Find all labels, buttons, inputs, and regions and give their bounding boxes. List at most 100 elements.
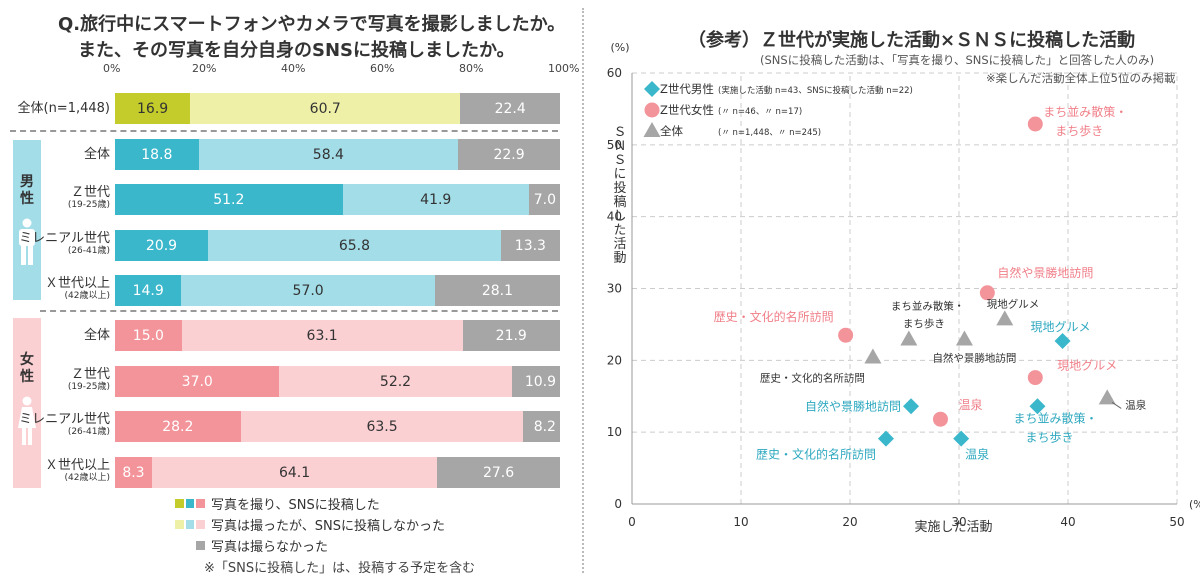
- legend-swatch: [185, 499, 195, 508]
- y-tick-label: 60: [607, 66, 622, 80]
- row-label-main: Ｘ世代以上: [44, 276, 110, 291]
- legend-swatch: [175, 520, 184, 529]
- point-overall: [1098, 389, 1116, 405]
- point-z-female: [979, 285, 995, 301]
- point-z-male: [903, 398, 920, 415]
- male-panel: 男性: [13, 140, 41, 300]
- row-label-main: ミレニアル世代: [19, 412, 110, 427]
- point-overall: [900, 330, 918, 346]
- stacked-bar: 18.8 58.4 22.9: [115, 139, 560, 170]
- row-label: Ｚ世代 (19-25歳): [68, 367, 110, 393]
- point-overall: [643, 122, 661, 137]
- point-label: 温泉: [965, 448, 989, 462]
- point-label-line: まち歩き: [1055, 123, 1103, 138]
- point-label-line: まち並み散策・: [891, 300, 965, 313]
- row-label-main: ミレニアル世代: [19, 231, 110, 246]
- segment-posted: 18.8: [115, 139, 199, 170]
- point-label-line: まち歩き: [1025, 429, 1073, 444]
- legend-item: 写真は撮ったが、SNSに投稿しなかった: [175, 515, 445, 534]
- gender-divider: [40, 310, 558, 312]
- segment-posted: 20.9: [115, 230, 208, 261]
- segment-not-posted: 63.1: [181, 320, 463, 351]
- row-label-sub: (42歳以上): [64, 473, 110, 483]
- percent-tick: 60%: [370, 62, 395, 75]
- segment-not-posted: 41.9: [342, 184, 529, 215]
- point-z-male: [1029, 398, 1046, 415]
- stacked-bar: 16.9 60.7 22.4: [115, 93, 560, 124]
- callout-line: [1111, 401, 1122, 409]
- point-label-line: まち並み散策・: [1013, 410, 1097, 425]
- point-z-male: [1054, 332, 1071, 349]
- legend-swatch: [196, 541, 205, 550]
- point-z-female: [932, 411, 948, 427]
- legend-item: 写真を撮り、SNSに投稿した: [175, 494, 380, 513]
- segment-posted: 16.9: [115, 93, 191, 124]
- row-label: 全体(n=1,448): [17, 101, 111, 116]
- segment-not-posted: 63.5: [240, 411, 524, 442]
- row-label-sub: (42歳以上): [64, 291, 110, 301]
- row-label-sub: (19-25歳): [67, 200, 110, 210]
- segment-no-photo: 8.2: [523, 411, 560, 442]
- segment-not-posted: 64.1: [151, 457, 438, 488]
- point-label: 自然や景勝地訪問: [997, 265, 1093, 280]
- point-label: 歴史・文化的名所訪問: [756, 447, 876, 462]
- female-label: 女性: [20, 352, 34, 385]
- legend-swatch: [175, 499, 184, 508]
- y-tick-label: 0: [614, 497, 622, 511]
- x-axis-title: 実施した活動: [915, 519, 993, 535]
- scatter-legend-detail: (〃 n=1,448、〃 n=245): [718, 128, 821, 138]
- row-label: Ｚ世代 (19-25歳): [68, 185, 110, 211]
- y-unit: (%): [610, 41, 629, 54]
- segment-posted: 8.3: [115, 457, 152, 488]
- stacked-bar: 28.2 63.5 8.2: [115, 411, 560, 442]
- x-tick-label: 40: [1060, 515, 1075, 529]
- stacked-bar: 37.0 52.2 10.9: [115, 366, 560, 397]
- legend-text: 写真を撮り、SNSに投稿した: [211, 498, 380, 513]
- point-label-line: まち歩き: [903, 317, 945, 330]
- percent-tick: 20%: [192, 62, 217, 75]
- total-divider: [10, 130, 558, 132]
- x-tick-label: 20: [842, 515, 857, 529]
- right-title: （参考）Ｚ世代が実施した活動×ＳＮＳに投稿した活動: [688, 30, 1136, 51]
- segment-not-posted: 58.4: [198, 139, 459, 170]
- point-overall: [864, 348, 882, 364]
- segment-no-photo: 22.4: [460, 93, 560, 124]
- point-z-male: [953, 430, 970, 447]
- stacked-bar: 51.2 41.9 7.0: [115, 184, 560, 215]
- y-tick-label: 50: [607, 138, 622, 152]
- y-axis-title: ＳＮＳに投稿した活動: [611, 125, 627, 265]
- segment-no-photo: 28.1: [434, 275, 560, 306]
- scatter-chart: 0 10 20 30 40 50 60 0 10 20 30 40 50 (%) (%) 実施した活動 ＳＮＳに…: [607, 41, 1200, 535]
- point-label: 自然や景勝地訪問: [805, 398, 901, 413]
- point-z-female: [1027, 370, 1043, 386]
- left-title-line1: Q.旅行中にスマートフォンやカメラで写真を撮影しましたか。: [58, 14, 566, 35]
- point-label-line: まち並み散策・: [1043, 104, 1127, 119]
- segment-no-photo: 21.9: [462, 320, 560, 351]
- scatter-legend-detail: (実施した活動 n=43、SNSに投稿した活動 n=22): [718, 85, 913, 96]
- point-label: 温泉: [1125, 398, 1147, 411]
- y-tick-label: 10: [607, 425, 622, 439]
- point-z-female: [838, 327, 854, 343]
- legend-swatch: [196, 499, 206, 508]
- segment-no-photo: 13.3: [500, 230, 560, 261]
- segment-not-posted: 52.2: [279, 366, 512, 397]
- scatter-legend-name: 全体: [660, 124, 683, 138]
- point-label: まち並み散策・まち歩き: [1013, 410, 1097, 444]
- segment-no-photo: 7.0: [528, 184, 560, 215]
- panel-divider: [582, 8, 584, 573]
- left-footnote: ※「SNSに投稿した」は、投稿する予定を含む: [204, 561, 476, 576]
- x-unit: (%): [1189, 498, 1200, 511]
- point-z-male: [644, 81, 660, 97]
- percent-tick: 40%: [281, 62, 306, 75]
- left-title-line2: また、その写真を自分自身のSNSに投稿しましたか。: [78, 40, 515, 61]
- y-tick-label: 20: [607, 353, 622, 367]
- x-tick-label: 10: [733, 515, 748, 529]
- row-label-sub: (19-25歳): [67, 382, 110, 392]
- point-overall: [955, 330, 973, 346]
- x-tick-label: 0: [628, 515, 636, 529]
- segment-posted: 51.2: [115, 184, 343, 215]
- legend-swatch: [185, 520, 195, 529]
- segment-not-posted: 60.7: [190, 93, 461, 124]
- segment-posted: 14.9: [115, 275, 182, 306]
- legend-text: 写真は撮ったが、SNSに投稿しなかった: [211, 519, 445, 534]
